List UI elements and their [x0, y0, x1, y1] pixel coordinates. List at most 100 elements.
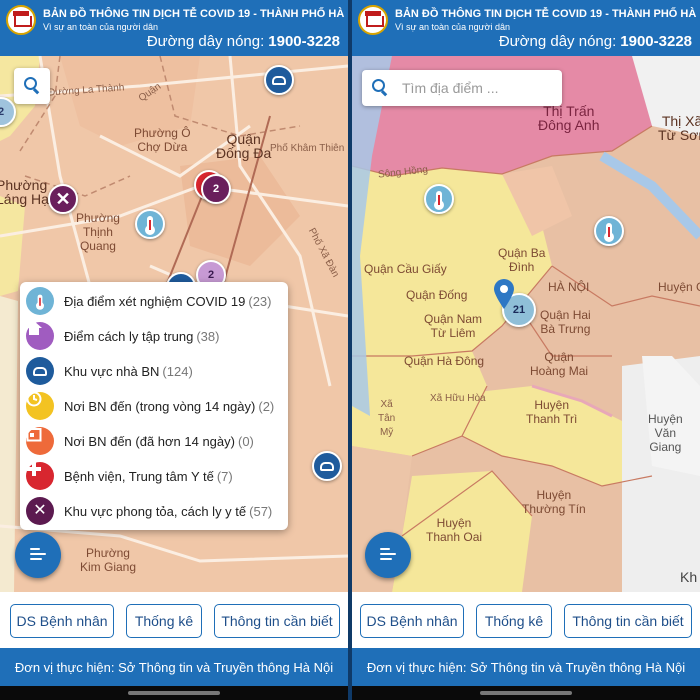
x-mark-icon: ✕ [55, 189, 71, 209]
menu-line [30, 558, 42, 560]
legend-text: Bệnh viện, Trung tâm Y tế [64, 468, 214, 484]
legend-count: (7) [216, 468, 233, 484]
legend-label: Điểm cách ly tập trung (38) [64, 329, 219, 344]
label-quan-nam-tu-liem: Quận Nam Từ Liêm [424, 312, 483, 340]
menu-line [380, 553, 396, 555]
cross-shape [27, 462, 41, 476]
app-header: BẢN ĐỒ THÔNG TIN DỊCH TỄ COVID 19 - THÀN… [0, 0, 348, 56]
label-thi-tran-dong-anh: Thị Trấn Đông Anh [538, 103, 600, 133]
bottom-button-bar: DS Bệnh nhân Thống kê Thông tin cần biết [0, 592, 348, 648]
info-button[interactable]: Thông tin cần biết [564, 604, 692, 638]
patients-list-button[interactable]: DS Bệnh nhân [360, 604, 464, 638]
testing-site-marker[interactable] [424, 184, 454, 214]
search-icon [372, 79, 385, 92]
home-shape [26, 321, 42, 335]
hotline[interactable]: Đường dây nóng: 1900-3228 [147, 33, 340, 50]
left-phone-screen: BẢN ĐỒ THÔNG TIN DỊCH TỄ COVID 19 - THÀN… [0, 0, 348, 700]
statistics-button[interactable]: Thống kê [126, 604, 202, 638]
search-icon [24, 77, 37, 90]
label-xa-tan-my: Xã Tân Mỹ [378, 399, 396, 438]
hotline-label: Đường dây nóng: [498, 33, 617, 50]
right-phone-screen: BẢN ĐỒ THÔNG TIN DỊCH TỄ COVID 19 - THÀN… [352, 0, 700, 700]
menu-line [30, 553, 46, 555]
search-input[interactable]: Tìm địa điểm ... [402, 80, 499, 96]
patient-home-marker[interactable] [264, 65, 294, 95]
hotline-number[interactable]: 1900-3228 [620, 33, 692, 50]
label-huyen-thanh-oai: Huyện Thanh Oai [426, 516, 483, 544]
map-view[interactable]: Quận Đống Đa Phường Ô Chợ Dừa Phường Láng H… [0, 56, 348, 592]
system-nav-bar [352, 686, 700, 700]
hotline-number[interactable]: 1900-3228 [268, 33, 340, 50]
label-xa-huu-hoa: Xã Hữu Hòa [430, 393, 486, 404]
legend-item-hospital[interactable]: Bệnh viện, Trung tâm Y tế (7) [26, 461, 233, 491]
clock-icon [26, 391, 54, 420]
hanoi-logo-icon [358, 5, 388, 35]
app-footer: Đơn vị thực hiện: Sở Thông tin và Truyền… [0, 648, 348, 686]
legend-label: Địa điểm xét nghiệm COVID 19 (23) [64, 294, 271, 309]
legend-item-testing[interactable]: Địa điểm xét nghiệm COVID 19 (23) [26, 286, 271, 316]
testing-site-marker[interactable] [594, 216, 624, 246]
label-quan-ba-dinh: Quận Ba Đình [498, 246, 546, 274]
blockade-x-icon: ✕ [26, 497, 54, 525]
cluster-count: 2 [207, 269, 215, 281]
patients-list-button[interactable]: DS Bệnh nhân [10, 604, 114, 638]
label-quan-ha-dong: Quận Hà Đông [404, 354, 485, 368]
bottom-button-bar: DS Bệnh nhân Thống kê Thông tin cần biết [352, 592, 700, 648]
legend-item-visited-old[interactable]: Nơi BN đến (đã hơn 14 ngày) (0) [26, 426, 254, 456]
info-button[interactable]: Thông tin cần biết [214, 604, 340, 638]
statistics-button[interactable]: Thống kê [476, 604, 552, 638]
legend-item-patient-home[interactable]: Khu vực nhà BN (124) [26, 356, 193, 386]
blockade-marker[interactable]: ✕ [48, 184, 78, 214]
hospital-cross-icon [26, 462, 54, 490]
legend-count: (124) [162, 363, 193, 379]
house-area-icon [320, 461, 334, 471]
cluster-count: 2 [212, 183, 220, 195]
testing-site-marker[interactable] [135, 209, 165, 239]
x-mark-icon: ✕ [33, 502, 47, 519]
legend-toggle-button[interactable] [365, 532, 411, 578]
legend-count: (23) [248, 293, 272, 309]
legend-label: Bệnh viện, Trung tâm Y tế (7) [64, 469, 233, 484]
label-kh: Kh [680, 569, 698, 585]
search-button[interactable] [14, 68, 50, 104]
legend-count: (0) [237, 433, 254, 449]
label-huyen-thanh-tri: Huyện Thanh Trì [526, 398, 578, 426]
legend-label: Nơi BN đến (trong vòng 14 ngày) (2) [64, 399, 274, 414]
hotline[interactable]: Đường dây nóng: 1900-3228 [499, 33, 692, 50]
label-phuong-thinh-quang: Phường Thịnh Quang [76, 211, 120, 253]
label-quan-hoang-mai: Quận Hoàng Mai [530, 350, 589, 378]
legend-item-visited-recent[interactable]: Nơi BN đến (trong vòng 14 ngày) (2) [26, 391, 274, 421]
legend-text: Điểm cách ly tập trung [64, 328, 194, 344]
home-indicator[interactable] [128, 691, 220, 695]
thermometer-icon [434, 191, 444, 210]
label-phuong-lang-ha: Phường Láng Hạ [0, 177, 49, 207]
legend-item-quarantine[interactable]: Điểm cách ly tập trung (38) [26, 321, 219, 351]
cluster-marker-isolation[interactable]: 2 [201, 174, 231, 204]
legend-text: Nơi BN đến (đã hơn 14 ngày) [64, 433, 235, 449]
calendar-shape [26, 428, 42, 442]
patient-home-marker[interactable] [312, 451, 342, 481]
header-subtitle: Vì sự an toàn của người dân [43, 22, 159, 32]
legend-text: Địa điểm xét nghiệm COVID 19 [64, 293, 246, 309]
thermometer-icon [26, 287, 54, 315]
legend-item-blockade[interactable]: ✕ Khu vực phong tỏa, cách ly y tế (57) [26, 496, 272, 526]
label-ha-noi: HÀ NỘI [548, 280, 590, 294]
system-nav-bar [0, 686, 348, 700]
legend-toggle-button[interactable] [15, 532, 61, 578]
header-title: BẢN ĐỒ THÔNG TIN DỊCH TỄ COVID 19 - THÀN… [395, 8, 700, 20]
home-indicator[interactable] [480, 691, 572, 695]
location-pin-icon[interactable] [493, 278, 515, 310]
home-icon [26, 321, 54, 350]
cluster-count: 2 [0, 106, 5, 118]
label-huyen-gia-lam: Huyện Gi [658, 280, 700, 294]
cluster-count: 21 [512, 304, 526, 316]
label-pho-kham-thien: Phố Khâm Thiên [270, 143, 345, 154]
label-huyen-thuong-tin: Huyện Thường Tín [522, 488, 586, 516]
search-box[interactable]: Tìm địa điểm ... [362, 70, 562, 106]
legend-text: Khu vực nhà BN [64, 363, 160, 379]
label-phuong-kim-giang: Phường Kim Giang [80, 546, 137, 574]
header-subtitle: Vì sự an toàn của người dân [395, 22, 511, 32]
house-area-icon [26, 357, 54, 385]
